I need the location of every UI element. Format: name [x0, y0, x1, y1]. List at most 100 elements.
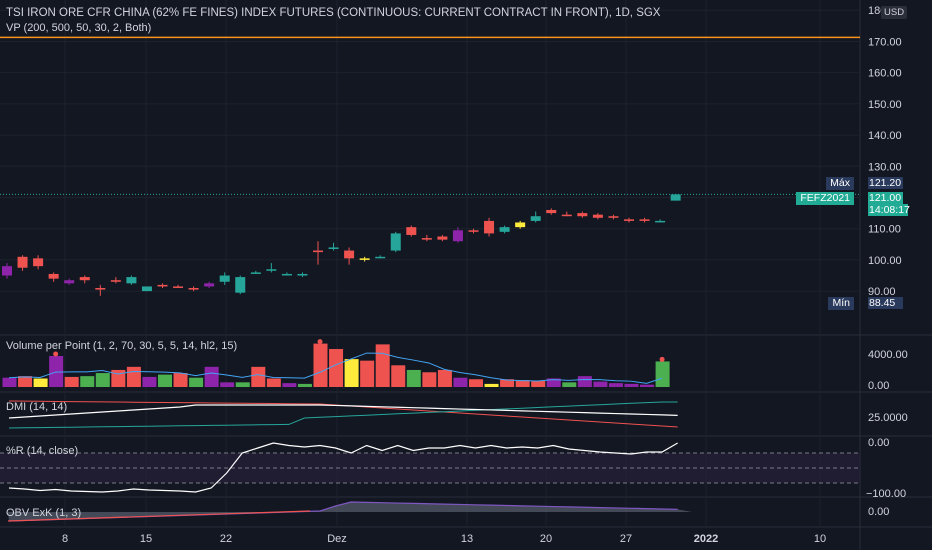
- volume-bar: [500, 379, 515, 387]
- last-price-tag: 121.00: [868, 192, 903, 204]
- volume-indicator-label[interactable]: Volume per Point (1, 2, 70, 30, 5, 5, 14…: [6, 340, 238, 352]
- time-axis-label: 2022: [694, 533, 718, 545]
- volume-bar: [515, 380, 530, 387]
- volume-bar: [437, 369, 452, 387]
- price-tick-label: 150.00: [868, 99, 902, 111]
- volume-bar: [593, 381, 608, 387]
- obv-signal-line: [7, 510, 311, 522]
- countdown-tag: 14:08:17: [868, 204, 910, 216]
- candle-body: [484, 220, 495, 234]
- volume-tick-label: 4000.00: [868, 349, 908, 361]
- volume-bar: [126, 366, 141, 387]
- candle-body: [592, 214, 603, 218]
- candle-body: [250, 272, 261, 274]
- candle-body: [173, 286, 184, 288]
- volume-bar: [64, 376, 79, 387]
- volume-bar: [2, 377, 17, 387]
- wr-indicator-label[interactable]: %R (14, close): [6, 445, 79, 457]
- volume-bar: [251, 366, 266, 387]
- volume-bar: [204, 366, 219, 387]
- time-axis-label: 22: [220, 533, 232, 545]
- volume-bar: [344, 359, 359, 387]
- dmi-tick-label: 25.0000: [868, 412, 908, 424]
- volume-peak-marker: [659, 356, 665, 362]
- candle-body: [48, 273, 59, 279]
- min-label-tag: Mín: [828, 297, 854, 310]
- symbol-tag: FEFZ2021: [796, 192, 854, 205]
- candle-body: [79, 277, 90, 281]
- candle-body: [126, 277, 137, 284]
- volume-bar: [422, 372, 437, 387]
- candle-body: [468, 230, 479, 232]
- candle-body: [328, 247, 339, 249]
- candle-body: [219, 275, 230, 282]
- volume-bar: [375, 344, 390, 387]
- candle-body: [110, 280, 121, 282]
- candle-body: [2, 266, 12, 276]
- volume-bar: [111, 369, 126, 387]
- price-tick-label: 100.00: [868, 255, 902, 267]
- volume-peak-marker: [317, 339, 323, 345]
- candle-body: [624, 219, 634, 221]
- max-label-tag: Máx: [826, 177, 854, 190]
- volume-bar: [608, 383, 623, 387]
- volume-bar: [640, 384, 655, 387]
- volume-peak-marker: [53, 351, 59, 357]
- candle-body: [33, 258, 44, 267]
- candle-body: [266, 269, 277, 271]
- candle-body: [157, 284, 168, 287]
- time-axis-label: 15: [140, 533, 152, 545]
- volume-ma-line: [8, 352, 663, 384]
- volume-bar: [484, 383, 499, 387]
- price-tick-label: 130.00: [868, 161, 902, 173]
- obv-tick-label: 0.00: [868, 506, 889, 518]
- max-value-tag: 121.20: [868, 177, 903, 189]
- candle-body: [17, 256, 28, 268]
- price-tick-label: 140.00: [868, 130, 902, 142]
- candle-body: [577, 213, 588, 217]
- candle-body: [437, 236, 448, 240]
- volume-bar: [546, 378, 561, 387]
- obv-indicator-label[interactable]: OBV ExK (1, 3): [6, 507, 82, 519]
- volume-bar: [80, 376, 95, 387]
- candle-body: [297, 273, 308, 276]
- candle-body: [655, 220, 666, 223]
- time-axis-label: 10: [814, 533, 826, 545]
- candle-body: [499, 227, 510, 232]
- volume-bar: [95, 373, 110, 387]
- volume-bar: [360, 360, 375, 387]
- volume-bar: [562, 382, 577, 387]
- price-tick-label: 170.00: [868, 36, 902, 48]
- volume-bar: [406, 369, 421, 387]
- candle-body: [375, 256, 386, 259]
- price-tick-label: 110.00: [868, 224, 901, 236]
- volume-bar: [313, 343, 328, 387]
- chart-title: TSI IRON ORE CFR CHINA (62% FE FINES) IN…: [6, 7, 661, 19]
- min-value-tag: 88.45: [868, 297, 903, 309]
- candle-body: [608, 216, 619, 218]
- volume-tick-label: 0.00: [868, 380, 889, 392]
- candle-body: [235, 277, 246, 293]
- time-axis-label: 27: [620, 533, 632, 545]
- candle-body: [281, 273, 292, 276]
- time-axis-label: 20: [540, 533, 552, 545]
- candle-body: [359, 258, 370, 260]
- time-axis-label: 8: [62, 533, 68, 545]
- wr-tick-label: 0.00: [868, 437, 889, 449]
- currency-badge[interactable]: USD: [881, 6, 908, 19]
- candle-body: [546, 209, 557, 214]
- candle-body: [515, 222, 526, 228]
- volume-bar: [235, 382, 250, 387]
- price-tick-label: 160.00: [868, 68, 902, 80]
- candle-body: [141, 286, 152, 292]
- vp-indicator-label[interactable]: VP (200, 500, 50, 30, 2, Both): [6, 22, 152, 34]
- time-axis-label: Dez: [327, 533, 347, 545]
- obv-area: [8, 502, 692, 521]
- volume-bar: [49, 356, 64, 387]
- volume-bar: [189, 377, 204, 387]
- candle-body: [452, 230, 463, 242]
- volume-bar: [297, 383, 312, 387]
- dmi-indicator-label[interactable]: DMI (14, 14): [6, 401, 68, 413]
- candle-body: [670, 194, 681, 201]
